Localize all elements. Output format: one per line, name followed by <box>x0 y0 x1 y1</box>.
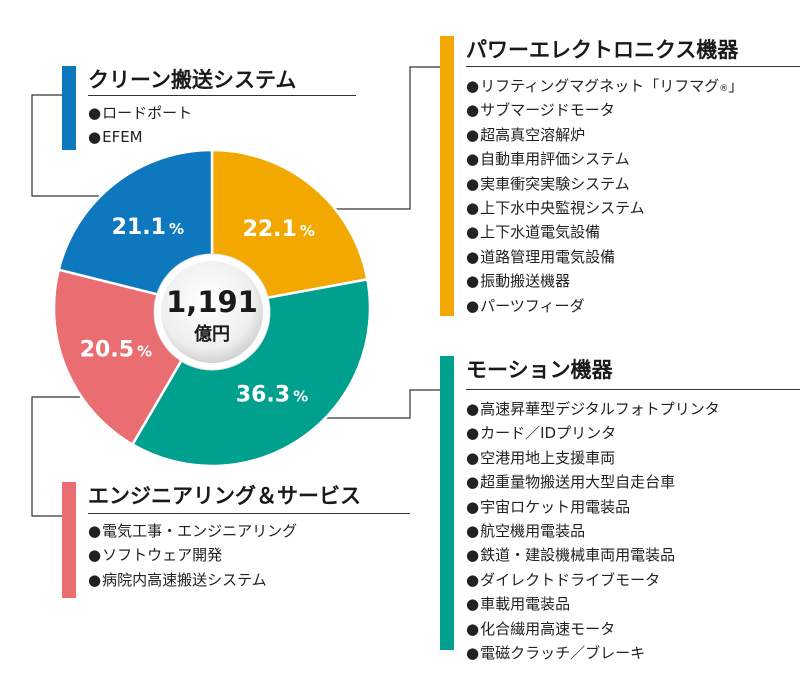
category-underline <box>466 389 800 390</box>
list-item: EFEM <box>88 125 192 149</box>
list-item: ダイレクトドライブモータ <box>466 568 720 592</box>
list-item: 上下水中央監視システム <box>466 196 743 220</box>
list-item: 宇宙ロケット用電装品 <box>466 495 720 519</box>
list-item: 化合繊用高速モータ <box>466 617 720 641</box>
list-item: 自動車用評価システム <box>466 147 743 171</box>
category-items: ロードポート EFEM <box>88 101 192 150</box>
list-item: 高速昇華型デジタルフォトプリンタ <box>466 397 720 421</box>
center-badge: 1,191 億円 <box>153 253 271 371</box>
category-underline <box>88 95 356 96</box>
list-item: カード／IDプリンタ <box>466 421 720 445</box>
list-item: 実車衝突実験システム <box>466 172 743 196</box>
category-title: クリーン搬送システム <box>88 68 297 92</box>
center-total-unit: 億円 <box>194 323 230 345</box>
category-items: 電気工事・エンジニアリング ソフトウェア開発 病院内高速搬送システム <box>88 519 297 592</box>
percent-label: 22.1% <box>243 217 315 242</box>
category-color-bar <box>62 482 76 598</box>
list-item: 振動搬送機器 <box>466 269 743 293</box>
percent-label: 36.3% <box>236 382 308 407</box>
list-item: 上下水道電気設備 <box>466 220 743 244</box>
percent-label: 20.5% <box>80 338 152 363</box>
category-color-bar <box>62 66 76 150</box>
category-title: モーション機器 <box>466 358 613 382</box>
leader-clean <box>31 94 154 197</box>
list-item: 電気工事・エンジニアリング <box>88 519 297 543</box>
slice-motion <box>130 277 372 468</box>
list-item: ソフトウェア開発 <box>88 543 297 567</box>
center-total-value: 1,191 <box>166 285 258 319</box>
list-item: 航空機用電装品 <box>466 519 720 543</box>
category-color-bar <box>440 356 454 650</box>
list-item: ロードポート <box>88 101 192 125</box>
list-item: 道路管理用電気設備 <box>466 245 743 269</box>
list-item: 車載用電装品 <box>466 592 720 616</box>
center-disc <box>161 261 263 363</box>
category-underline <box>466 66 800 67</box>
category-items: リフティングマグネット「リフマグ®」 サブマージドモータ 超高真空溶解炉 自動車… <box>466 74 743 318</box>
category-title: エンジニアリング＆サービス <box>88 484 361 508</box>
list-item: サブマージドモータ <box>466 98 743 122</box>
leader-engineering <box>31 396 122 517</box>
list-item: 病院内高速搬送システム <box>88 568 297 592</box>
category-color-bar <box>440 36 454 316</box>
list-item: パーツフィーダ <box>466 294 743 318</box>
leader-power <box>284 66 440 210</box>
list-item: 超高真空溶解炉 <box>466 123 743 147</box>
registered-mark: ® <box>719 84 729 94</box>
percent-labels: 22.1 % 36.3 % 20.5 % 21.1% <box>80 215 315 408</box>
list-item: 超重量物搬送用大型自走台車 <box>466 470 720 494</box>
percent-label: 21.1% <box>112 215 184 240</box>
list-item: 空港用地上支援車両 <box>466 446 720 470</box>
leader-motion <box>254 389 440 419</box>
category-items: 高速昇華型デジタルフォトプリンタ カード／IDプリンタ 空港用地上支援車両 超重… <box>466 397 720 665</box>
category-underline <box>88 513 410 514</box>
category-title: パワーエレクトロニクス機器 <box>466 38 739 62</box>
list-item: リフティングマグネット「リフマグ®」 <box>466 74 743 98</box>
list-item: 電磁クラッチ／ブレーキ <box>466 641 720 665</box>
list-item: 鉄道・建設機械車両用電装品 <box>466 543 720 567</box>
